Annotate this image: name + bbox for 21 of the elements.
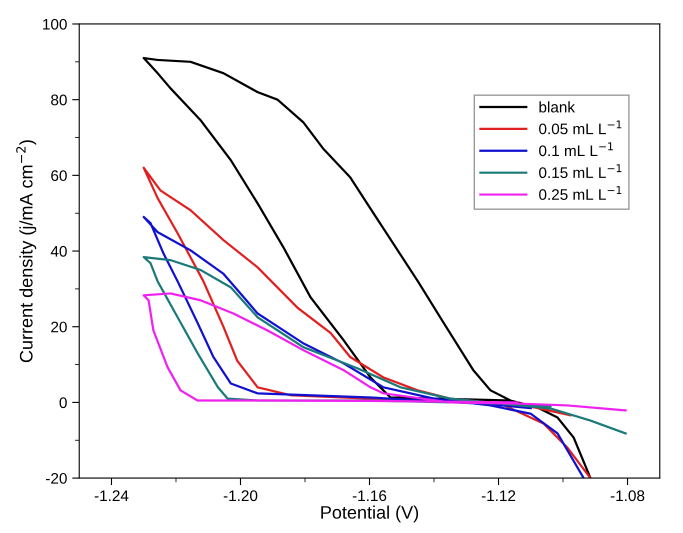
legend-label: 0.05 mL L$^{−1}$ xyxy=(539,120,622,134)
legend-label: 0.15 mL L$^{−1}$ xyxy=(539,164,622,178)
x-tick-label: -1.12 xyxy=(482,490,516,501)
y-tick-label: 80 xyxy=(51,94,67,106)
legend-label: 0.1 mL L$^{−1}$ xyxy=(539,142,613,156)
y-tick-label: 0 xyxy=(60,397,67,408)
x-tick-label: -1.20 xyxy=(224,490,258,502)
y-axis-title: Current density (j/mA cm$^{−2}$) xyxy=(16,140,36,362)
x-tick-label: -1.16 xyxy=(352,490,386,502)
line-series xyxy=(142,216,585,478)
legend-label: 0.25 mL L$^{−1}$ xyxy=(539,186,622,200)
y-tick-label: 60 xyxy=(51,170,67,182)
legend-label: blank xyxy=(539,101,576,113)
x-tick-label: -1.24 xyxy=(94,490,128,501)
y-tick-label: -20 xyxy=(46,472,67,484)
y-tick-label: 100 xyxy=(43,18,67,30)
x-tick-label: -1.08 xyxy=(610,490,644,502)
y-tick-label: 20 xyxy=(51,322,67,332)
line-series xyxy=(142,292,627,412)
y-tick-label: 40 xyxy=(50,246,67,257)
x-axis-title: Potential (V) xyxy=(321,506,418,522)
